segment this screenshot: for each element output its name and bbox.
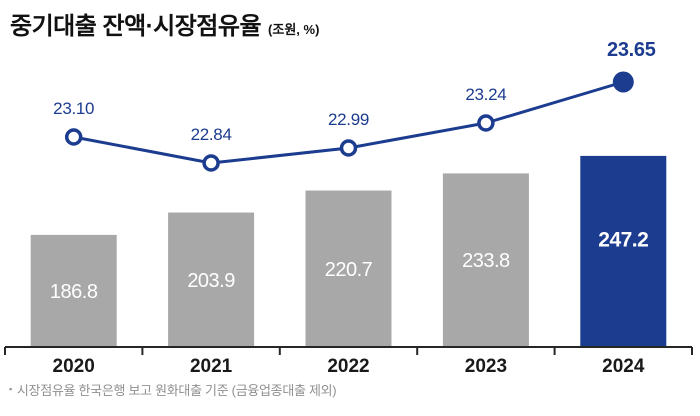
bar-value-label-2021: 203.9 [187, 270, 235, 292]
chart-title-row: 중기대출 잔액·시장점유율 (조원, %) [10, 6, 319, 41]
x-axis-tick-labels-group: 2020 2021 2022 2023 2024 [53, 356, 645, 377]
bar-2024 [580, 155, 667, 347]
line-marker-filled-2024 [612, 71, 634, 93]
x-axis-group [4, 346, 693, 355]
year-label-2021: 2021 [190, 356, 233, 377]
bar-2023 [442, 173, 529, 347]
line-value-label-2022: 22.99 [328, 110, 369, 129]
line-value-label-2024: 23.65 [607, 39, 656, 61]
line-marker-2022 [339, 139, 358, 157]
bar-2020 [30, 234, 117, 347]
chart-title: 중기대출 잔액·시장점유율 [10, 13, 262, 40]
line-value-label-2023: 23.24 [465, 85, 506, 104]
bar-value-labels-group: 186.8 203.9 220.7 233.8 247.2 [50, 228, 649, 303]
bar-value-label-2022: 220.7 [325, 259, 373, 281]
line-value-label-2021: 22.84 [191, 125, 232, 144]
line-marker-2021 [202, 154, 220, 172]
footnote: ▪ 시장점유율 한국은행 보고 원화대출 기준 (금융업종대출 제외) [9, 380, 337, 399]
year-label-2024: 2024 [602, 356, 645, 377]
line-value-labels-group: 23.10 22.84 22.99 23.24 23.65 [53, 39, 656, 144]
year-label-2023: 2023 [465, 356, 507, 377]
bars-group [30, 155, 667, 347]
bar-value-label-2023: 233.8 [462, 250, 510, 272]
year-label-2022: 2022 [327, 356, 369, 377]
footnote-bullet-icon: ▪ [9, 384, 12, 394]
footnote-text: 시장점유율 한국은행 보고 원화대출 기준 (금융업종대출 제외) [16, 383, 337, 398]
bar-value-label-2024: 247.2 [598, 228, 648, 251]
line-marker-2020 [64, 128, 83, 146]
bar-2022 [305, 190, 392, 347]
line-series-group [64, 71, 634, 172]
line-marker-2023 [477, 114, 495, 132]
chart-unit-label: (조원, %) [268, 22, 320, 37]
line-value-label-2020: 23.10 [53, 99, 94, 118]
year-label-2020: 2020 [53, 356, 95, 377]
bar-value-label-2020: 186.8 [50, 281, 98, 303]
bar-2021 [168, 212, 255, 347]
